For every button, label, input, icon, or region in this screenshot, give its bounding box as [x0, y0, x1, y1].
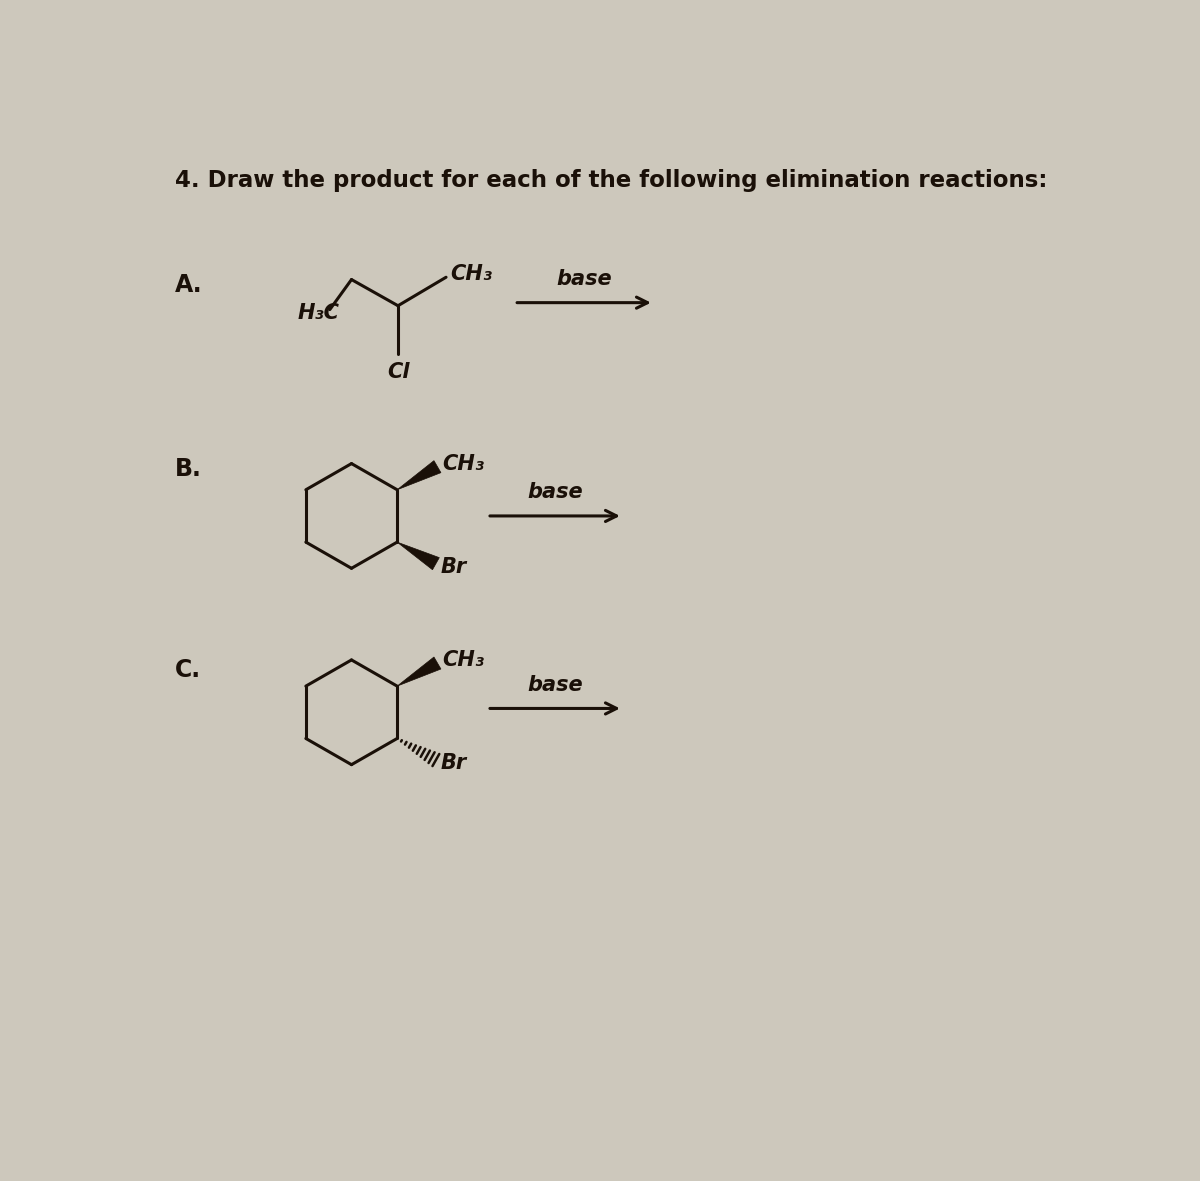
Polygon shape: [397, 542, 439, 569]
Text: base: base: [556, 269, 612, 289]
Polygon shape: [397, 657, 440, 686]
Text: base: base: [527, 482, 583, 502]
Text: 4. Draw the product for each of the following elimination reactions:: 4. Draw the product for each of the foll…: [175, 169, 1048, 193]
Text: A.: A.: [175, 273, 203, 298]
Text: base: base: [527, 674, 583, 694]
Text: Br: Br: [440, 753, 467, 774]
Text: Cl: Cl: [386, 361, 409, 381]
Text: Br: Br: [440, 556, 467, 576]
Text: CH₃: CH₃: [451, 265, 493, 285]
Polygon shape: [397, 461, 440, 490]
Text: B.: B.: [175, 457, 202, 481]
Text: CH₃: CH₃: [442, 454, 484, 474]
Text: C.: C.: [175, 658, 200, 683]
Text: CH₃: CH₃: [442, 650, 484, 670]
Text: H₃C: H₃C: [298, 304, 340, 324]
